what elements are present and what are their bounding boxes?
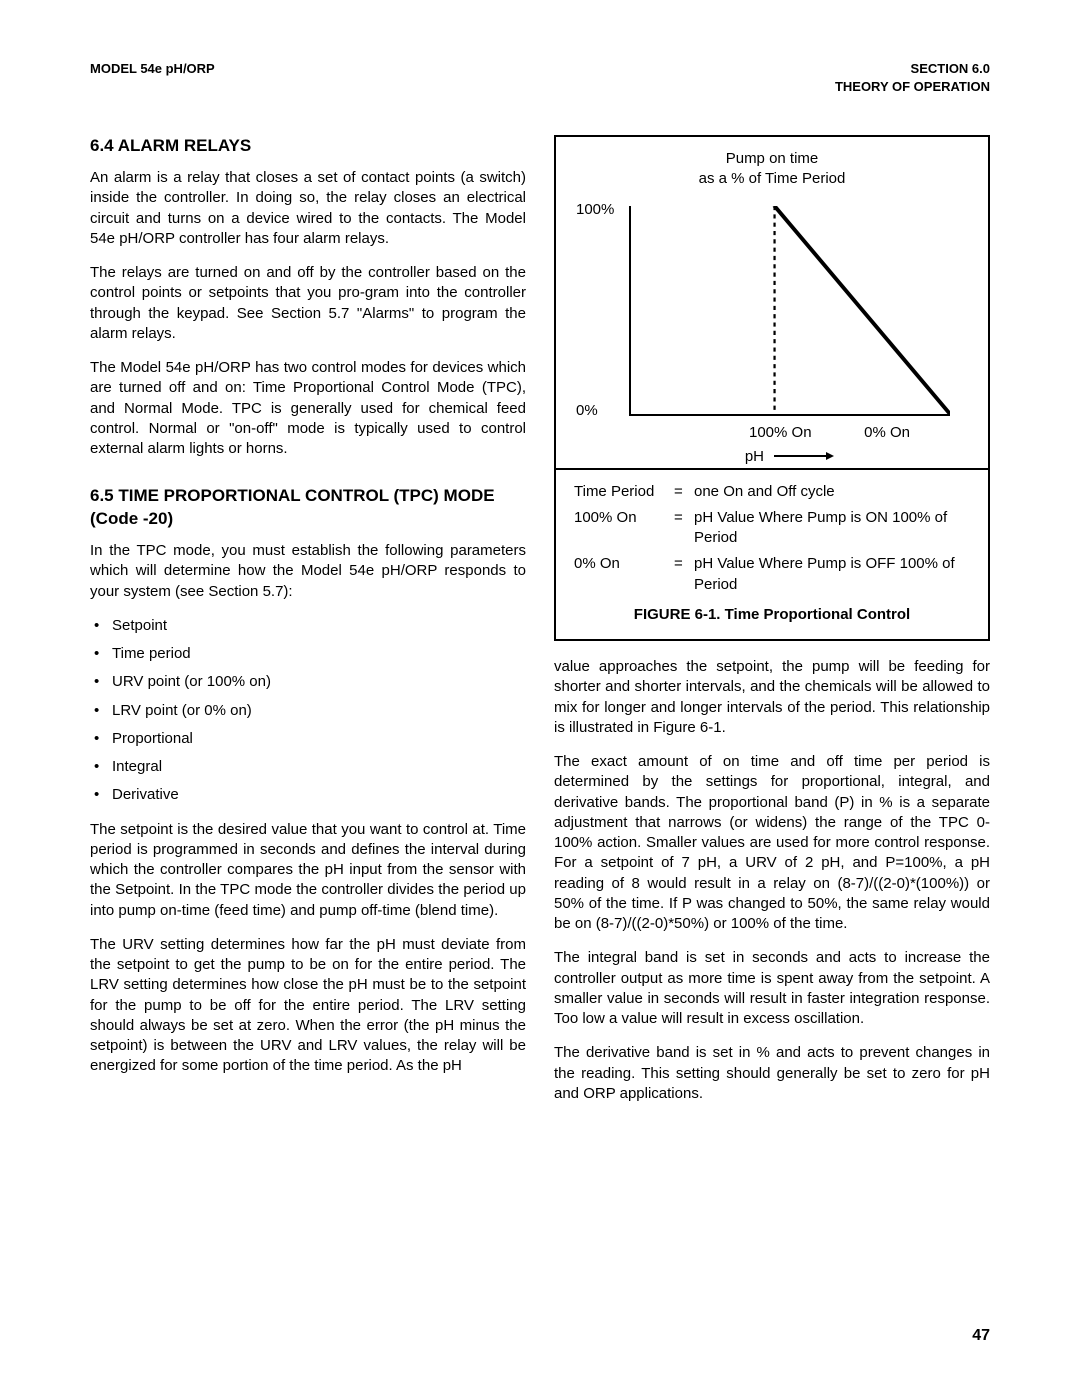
equals-sign: = <box>674 554 694 595</box>
left-column: 6.4 ALARM RELAYS An alarm is a relay tha… <box>90 135 526 1118</box>
def-value: pH Value Where Pump is ON 100% of Period <box>694 508 970 549</box>
right-column: Pump on time as a % of Time Period 100% … <box>554 135 990 1118</box>
s64-p2: The relays are turned on and off by the … <box>90 263 526 344</box>
y-label-0: 0% <box>576 401 598 421</box>
def-row: 0% On = pH Value Where Pump is OFF 100% … <box>574 554 970 595</box>
def-label: 0% On <box>574 554 674 595</box>
list-item: URV point (or 100% on) <box>112 672 526 692</box>
y-label-100: 100% <box>576 200 614 220</box>
rc-p3: The integral band is set in seconds and … <box>554 948 990 1029</box>
s64-p3: The Model 54e pH/ORP has two control mod… <box>90 358 526 459</box>
s65-p2: The setpoint is the desired value that y… <box>90 820 526 921</box>
s65-p3: The URV setting determines how far the p… <box>90 935 526 1077</box>
chart-title-line1: Pump on time <box>574 149 970 169</box>
x-axis-label: pH <box>745 448 764 465</box>
x-label-0-on: 0% On <box>864 423 910 443</box>
plot-area <box>629 206 950 416</box>
equals-sign: = <box>674 482 694 502</box>
figure-definitions: Time Period = one On and Off cycle 100% … <box>556 470 988 640</box>
chart-box: 100% 0% 100% On 0% On pH <box>574 196 970 456</box>
def-value: pH Value Where Pump is OFF 100% of Perio… <box>694 554 970 595</box>
rc-p4: The derivative band is set in % and acts… <box>554 1043 990 1104</box>
content-columns: 6.4 ALARM RELAYS An alarm is a relay tha… <box>90 135 990 1118</box>
parameter-list: Setpoint Time period URV point (or 100% … <box>90 616 526 806</box>
x-labels: 100% On 0% On <box>629 423 950 443</box>
def-value: one On and Off cycle <box>694 482 970 502</box>
header-section: SECTION 6.0 <box>835 60 990 78</box>
x-label-100-on: 100% On <box>749 423 812 443</box>
list-item: Setpoint <box>112 616 526 636</box>
rc-p2: The exact amount of on time and off time… <box>554 752 990 934</box>
figure-caption: FIGURE 6-1. Time Proportional Control <box>574 605 970 625</box>
s64-p1: An alarm is a relay that closes a set of… <box>90 168 526 249</box>
page-header: MODEL 54e pH/ORP SECTION 6.0 THEORY OF O… <box>90 60 990 95</box>
section-6-5-heading: 6.5 TIME PROPORTIONAL CONTROL (TPC) MODE… <box>90 485 526 531</box>
section-6-4-heading: 6.4 ALARM RELAYS <box>90 135 526 158</box>
list-item: Time period <box>112 644 526 664</box>
list-item: Derivative <box>112 785 526 805</box>
plot-svg <box>631 206 950 414</box>
figure-6-1: Pump on time as a % of Time Period 100% … <box>554 135 990 641</box>
x-axis-label-row: pH <box>629 447 950 467</box>
arrow-right-icon <box>774 447 834 467</box>
def-row: Time Period = one On and Off cycle <box>574 482 970 502</box>
def-row: 100% On = pH Value Where Pump is ON 100%… <box>574 508 970 549</box>
list-item: Proportional <box>112 729 526 749</box>
chart-title-line2: as a % of Time Period <box>574 169 970 189</box>
header-title: THEORY OF OPERATION <box>835 78 990 96</box>
chart-title: Pump on time as a % of Time Period <box>574 149 970 190</box>
header-right: SECTION 6.0 THEORY OF OPERATION <box>835 60 990 95</box>
s65-p1: In the TPC mode, you must establish the … <box>90 541 526 602</box>
def-label: Time Period <box>574 482 674 502</box>
list-item: Integral <box>112 757 526 777</box>
def-label: 100% On <box>574 508 674 549</box>
header-left: MODEL 54e pH/ORP <box>90 60 215 95</box>
list-item: LRV point (or 0% on) <box>112 701 526 721</box>
equals-sign: = <box>674 508 694 549</box>
rc-p1: value approaches the setpoint, the pump … <box>554 657 990 738</box>
figure-chart-area: Pump on time as a % of Time Period 100% … <box>556 137 988 470</box>
page-number: 47 <box>972 1325 990 1347</box>
